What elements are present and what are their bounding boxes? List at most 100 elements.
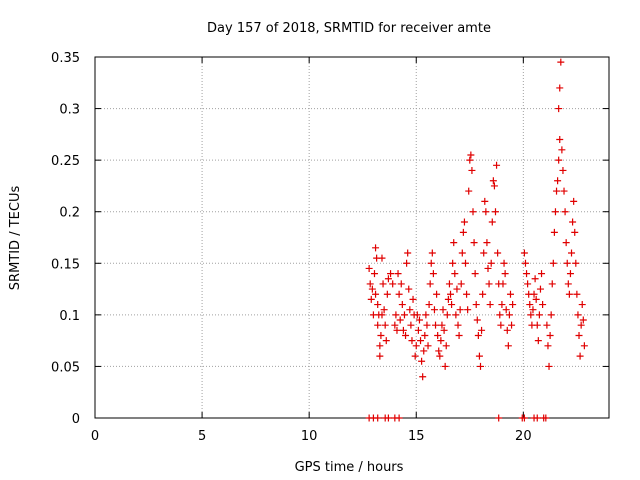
y-tick-label: 0.3 [59, 103, 80, 118]
data-point [374, 301, 382, 309]
data-point [556, 136, 564, 144]
y-tick-label: 0.35 [51, 51, 80, 66]
data-point [383, 290, 391, 298]
data-point [439, 306, 447, 314]
data-point [495, 414, 503, 422]
data-point [547, 311, 555, 319]
x-tick-label: 15 [408, 429, 425, 444]
data-point [420, 347, 428, 355]
grid [95, 57, 609, 418]
data-point [458, 249, 466, 257]
data-point [415, 316, 423, 324]
data-point [479, 290, 487, 298]
data-point [487, 259, 495, 267]
data-point [404, 249, 412, 257]
data-point [538, 270, 546, 278]
data-point [470, 239, 478, 247]
data-point [376, 342, 384, 350]
x-tick-label: 20 [515, 429, 532, 444]
data-point [521, 259, 529, 267]
data-point [482, 208, 490, 216]
data-point [555, 105, 563, 113]
data-point [444, 295, 452, 303]
data-point [549, 259, 557, 267]
data-point [536, 285, 544, 293]
data-point [428, 249, 436, 257]
data-point [558, 146, 566, 154]
data-point [418, 357, 426, 365]
data-point [422, 311, 430, 319]
data-point [468, 166, 476, 174]
data-point [463, 290, 471, 298]
data-point [366, 280, 374, 288]
data-point [396, 316, 404, 324]
data-point [529, 306, 537, 314]
data-point [533, 321, 541, 329]
y-axis-label: SRMTID / TECUs [8, 186, 23, 291]
data-point [438, 321, 446, 329]
data-point [399, 326, 407, 334]
data-point [400, 311, 408, 319]
data-point [437, 337, 445, 345]
data-point [405, 285, 413, 293]
data-point [575, 331, 583, 339]
data-point [378, 311, 386, 319]
data-point [501, 270, 509, 278]
data-point [457, 280, 465, 288]
data-point [478, 326, 486, 334]
plot-border [94, 56, 610, 419]
data-point [430, 306, 438, 314]
data-point [406, 306, 414, 314]
data-point [491, 208, 499, 216]
data-point [452, 311, 460, 319]
data-point [467, 151, 475, 159]
data-point [555, 156, 563, 164]
data-point [442, 342, 450, 350]
data-point [380, 306, 388, 314]
data-point [523, 270, 531, 278]
data-point [441, 362, 449, 370]
data-point [402, 331, 410, 339]
chart-title: Day 157 of 2018, SRMTID for receiver amt… [207, 21, 491, 36]
y-tick-label: 0.15 [51, 257, 80, 272]
data-point [409, 295, 417, 303]
data-point [403, 259, 411, 267]
data-point [494, 249, 502, 257]
data-point [570, 197, 578, 205]
data-points [365, 58, 588, 422]
data-point [574, 311, 582, 319]
data-point [433, 290, 441, 298]
data-point [449, 259, 457, 267]
data-point [432, 321, 440, 329]
data-point [370, 270, 378, 278]
x-tick-label: 5 [198, 429, 206, 444]
data-point [576, 352, 584, 360]
data-point [539, 301, 547, 309]
data-point [568, 249, 576, 257]
data-point [504, 342, 512, 350]
data-point [381, 321, 389, 329]
data-point [384, 414, 392, 422]
data-point [451, 270, 459, 278]
data-point [545, 362, 553, 370]
data-point [579, 316, 587, 324]
y-tick-label: 0.25 [51, 154, 80, 169]
data-point [563, 259, 571, 267]
data-point [425, 301, 433, 309]
data-point [506, 290, 514, 298]
data-point [389, 280, 397, 288]
data-point [488, 218, 496, 226]
data-point [546, 331, 554, 339]
plot-frame [94, 56, 610, 419]
data-point [534, 337, 542, 345]
data-point [580, 342, 588, 350]
data-point [472, 301, 480, 309]
data-point [527, 311, 535, 319]
y-tick-label: 0.05 [51, 360, 80, 375]
data-point [411, 352, 419, 360]
data-point [423, 321, 431, 329]
data-point [407, 321, 415, 329]
data-point [571, 228, 579, 236]
data-point [392, 311, 400, 319]
